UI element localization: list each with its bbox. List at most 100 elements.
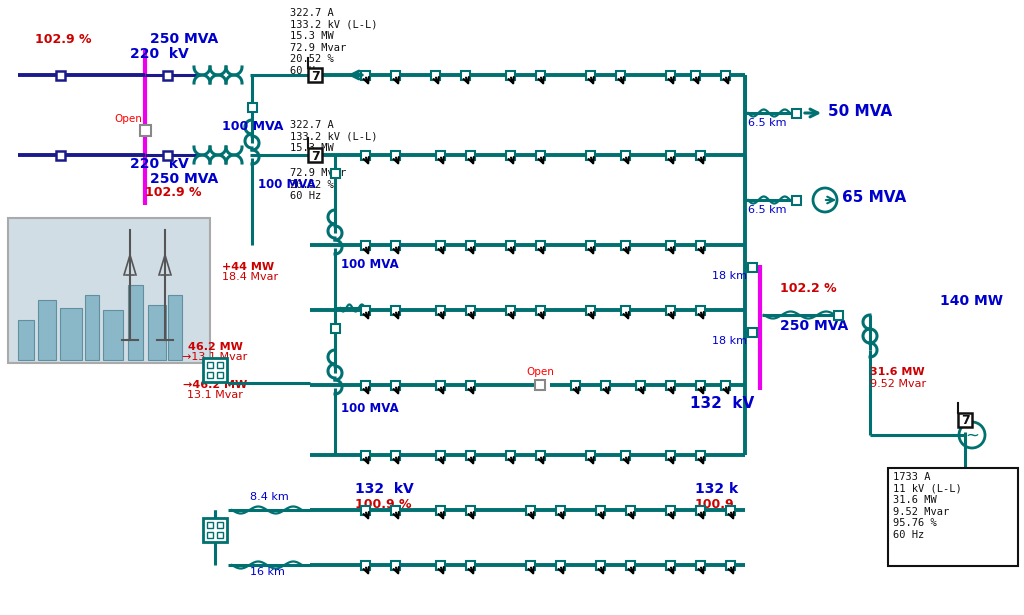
- Bar: [466, 560, 474, 569]
- Bar: [695, 506, 705, 515]
- Bar: [506, 151, 514, 159]
- Bar: [60, 308, 82, 360]
- Bar: [390, 381, 399, 389]
- Text: 6.5 km: 6.5 km: [748, 118, 786, 128]
- Text: 132 k: 132 k: [695, 482, 738, 496]
- Bar: [506, 451, 514, 459]
- Bar: [55, 71, 65, 79]
- Bar: [308, 148, 322, 162]
- Bar: [525, 560, 535, 569]
- Text: 220  kV: 220 kV: [130, 47, 188, 61]
- Bar: [203, 358, 227, 382]
- Bar: [888, 468, 1018, 566]
- Bar: [435, 560, 444, 569]
- Text: 100 MVA: 100 MVA: [222, 120, 284, 133]
- Bar: [360, 506, 370, 515]
- Text: 50 MVA: 50 MVA: [828, 103, 892, 119]
- Text: 132  kV: 132 kV: [355, 482, 414, 496]
- Text: 100 MVA: 100 MVA: [341, 258, 398, 271]
- Bar: [748, 263, 757, 271]
- Text: 6.5 km: 6.5 km: [748, 205, 786, 215]
- Bar: [626, 560, 635, 569]
- Bar: [207, 362, 213, 368]
- Bar: [792, 196, 801, 205]
- Bar: [435, 451, 444, 459]
- Bar: [461, 71, 469, 79]
- Bar: [360, 381, 370, 389]
- Bar: [536, 71, 545, 79]
- Bar: [207, 522, 213, 528]
- Bar: [466, 506, 474, 515]
- Bar: [721, 71, 729, 79]
- Bar: [506, 71, 514, 79]
- Bar: [217, 522, 223, 528]
- Bar: [695, 451, 705, 459]
- Bar: [748, 328, 757, 336]
- Bar: [55, 151, 65, 159]
- Bar: [308, 68, 322, 82]
- Text: 7: 7: [962, 415, 971, 427]
- Bar: [163, 71, 171, 79]
- Bar: [626, 506, 635, 515]
- Bar: [721, 381, 729, 389]
- Bar: [168, 295, 182, 360]
- Bar: [596, 506, 604, 515]
- Text: 100.9: 100.9: [695, 498, 734, 511]
- Bar: [666, 151, 675, 159]
- Text: 46.2 MW: 46.2 MW: [187, 342, 243, 352]
- Bar: [621, 151, 630, 159]
- Bar: [360, 71, 370, 79]
- Bar: [103, 310, 123, 360]
- Bar: [792, 108, 801, 117]
- Bar: [596, 560, 604, 569]
- Bar: [666, 451, 675, 459]
- Bar: [18, 320, 34, 360]
- Bar: [203, 518, 227, 542]
- Bar: [586, 451, 595, 459]
- Bar: [435, 151, 444, 159]
- Bar: [390, 306, 399, 314]
- Bar: [8, 218, 210, 363]
- Bar: [600, 381, 609, 389]
- Text: +44 MW: +44 MW: [222, 262, 274, 272]
- Bar: [586, 71, 595, 79]
- Bar: [466, 240, 474, 250]
- Bar: [666, 71, 675, 79]
- Bar: [390, 240, 399, 250]
- Bar: [586, 151, 595, 159]
- Bar: [139, 124, 151, 135]
- Bar: [390, 71, 399, 79]
- Bar: [217, 362, 223, 368]
- Text: 7: 7: [311, 149, 321, 162]
- Text: 100 MVA: 100 MVA: [341, 402, 398, 415]
- Bar: [695, 151, 705, 159]
- Bar: [360, 560, 370, 569]
- Bar: [536, 240, 545, 250]
- Bar: [360, 451, 370, 459]
- Text: 7: 7: [311, 69, 321, 82]
- Text: 18.4 Mvar: 18.4 Mvar: [222, 272, 279, 282]
- Bar: [85, 295, 99, 360]
- Bar: [435, 240, 444, 250]
- Bar: [248, 103, 256, 111]
- Bar: [435, 381, 444, 389]
- Bar: [390, 560, 399, 569]
- Bar: [535, 380, 545, 390]
- Text: Open: Open: [526, 367, 554, 377]
- Bar: [466, 151, 474, 159]
- Text: 102.9 %: 102.9 %: [145, 186, 202, 199]
- Bar: [695, 560, 705, 569]
- Bar: [360, 240, 370, 250]
- Bar: [555, 560, 564, 569]
- Text: →13.1 Mvar: →13.1 Mvar: [182, 352, 248, 362]
- Bar: [695, 381, 705, 389]
- Bar: [435, 506, 444, 515]
- Bar: [834, 311, 843, 320]
- Text: 322.7 A
133.2 kV (L-L)
15.3 MW: 322.7 A 133.2 kV (L-L) 15.3 MW: [290, 120, 378, 153]
- Text: 16 km: 16 km: [250, 567, 285, 577]
- Bar: [690, 71, 699, 79]
- Text: 132  kV: 132 kV: [690, 396, 755, 411]
- Bar: [666, 560, 675, 569]
- Text: 8.4 km: 8.4 km: [250, 492, 289, 502]
- Bar: [586, 240, 595, 250]
